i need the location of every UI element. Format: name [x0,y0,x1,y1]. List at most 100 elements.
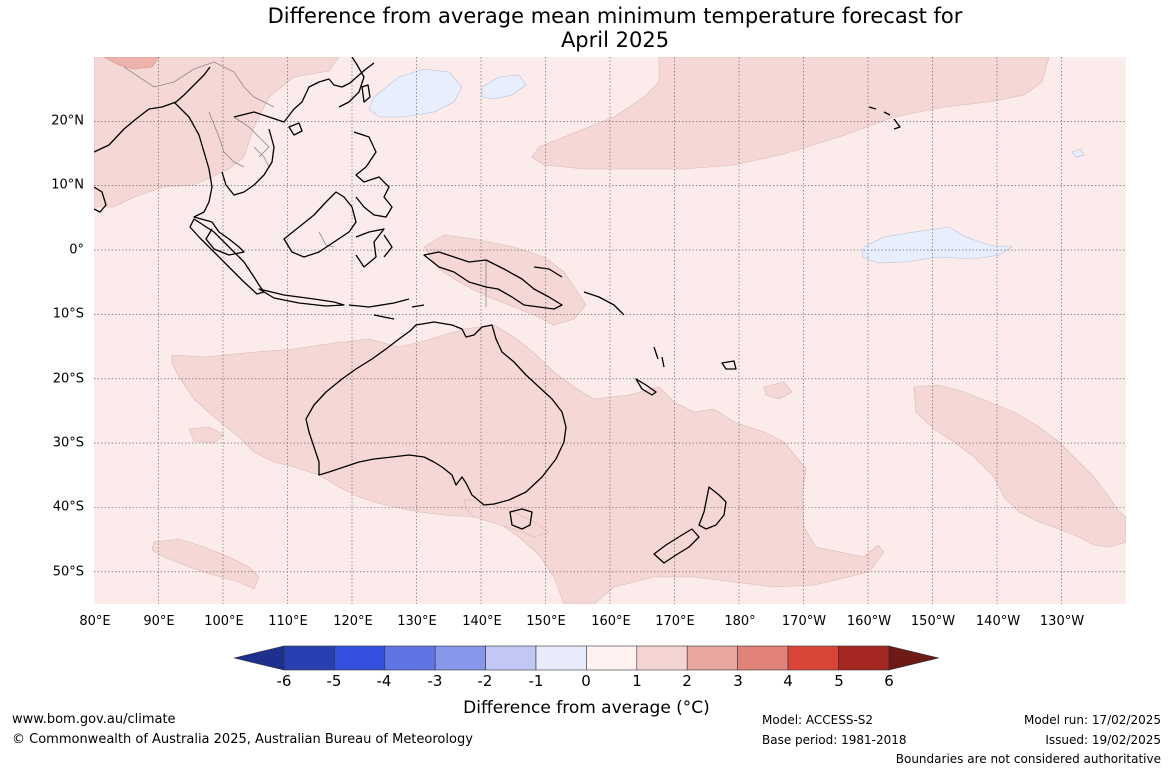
footer-base-period: Base period: 1981-2018 [762,733,907,747]
forecast-map [94,57,1126,604]
coast-australia [305,321,567,506]
coast-mainland-se-asia [173,101,245,256]
footer-disclaimer: Boundaries are not considered authoritat… [895,752,1161,766]
map-canvas [94,57,1126,604]
lon-label-140w: 140°W [975,614,1021,629]
lon-label-160w: 160°W [846,614,892,629]
anomaly-region-australia-south [463,498,550,538]
anomaly-region-south-indian [171,324,885,604]
coast-tasmania [509,508,533,530]
coast-vietnam-south [221,128,275,196]
coast-borneo [283,191,357,258]
colorbar-segment [283,645,335,671]
coast-java [258,288,345,307]
lon-label-130e: 130°E [397,614,437,629]
colorbar-tick-5: 5 [834,672,844,690]
anomaly-region-north-pacific [531,57,1050,170]
coast-new-guinea [423,251,563,310]
lon-label-160e: 160°E [591,614,631,629]
coast-taiwan [361,84,371,103]
anomaly-region-se-asia [94,57,340,208]
colorbar-tick-neg4: -4 [376,672,392,690]
anomaly-region-philippine-sea-cool [481,74,527,100]
lat-label-50s: 50°S [52,564,84,580]
lon-label-150w: 150°W [910,614,956,629]
anomaly-region-equatorial-pacific-cool [861,226,1013,264]
coast-lesser-sunda [348,298,425,320]
map-title: Difference from average mean minimum tem… [0,4,1173,52]
coast-sri-lanka [94,186,107,213]
anomaly-region-hawaii-cool [1071,148,1085,158]
colorbar-segment [485,645,537,671]
anomaly-region-south-china-sea-cool [368,68,463,118]
lat-label-20s: 20°S [52,371,84,387]
colorbar-segment [586,645,638,671]
colorbar-segment [384,645,436,671]
lon-label-130w: 130°W [1039,614,1085,629]
colorbar-tick-neg2: -2 [477,672,493,690]
map-border [94,57,1126,604]
lat-label-equator: 0° [69,242,84,258]
coast-philippines [353,131,393,218]
map-title-line1: Difference from average mean minimum tem… [267,4,963,28]
colorbar-tick-neg6: -6 [276,672,292,690]
coast-china-east [338,57,365,108]
footer-model-run: Model run: 17/02/2025 [1023,713,1161,727]
footer-website: www.bom.gov.au/climate [12,712,176,727]
footer-issued: Issued: 19/02/2025 [1045,733,1161,747]
coast-new-zealand-south [653,528,700,564]
lon-label-140e: 140°E [462,614,502,629]
lat-label-20n: 20°N [51,113,84,129]
coast-hainan [288,122,303,136]
lat-label-10s: 10°S [52,306,84,322]
lon-label-80e: 80°E [79,614,111,629]
coast-fiji [721,360,737,370]
colorbar [234,645,939,671]
anomaly-region-fiji [763,381,793,400]
coast-new-zealand-north [698,486,727,530]
coast-new-britain-solomons [533,266,625,316]
map-title-line2: April 2025 [560,28,670,52]
colorbar-extend-low [234,645,285,671]
colorbar-tick-neg1: -1 [528,672,544,690]
colorbar-extend-high [888,645,939,671]
colorbar-tick-0: 0 [581,672,591,690]
coast-hawaii [868,106,901,130]
coast-indochina [233,62,375,123]
colorbar-segment [636,645,688,671]
lon-label-170e: 170°E [655,614,695,629]
coast-vanuatu [653,346,665,368]
lat-label-10n: 10°N [51,177,84,193]
colorbar-segment [535,645,587,671]
colorbar-segment [434,645,486,671]
colorbar-label-text: Difference from average (°C) [463,698,710,718]
colorbar-segment [787,645,839,671]
anomaly-2-3-region [103,57,160,70]
anomaly-negative-regions [368,68,1085,264]
country-borders [123,61,487,307]
colorbar-segment [686,645,738,671]
lon-label-170w: 170°W [781,614,827,629]
footer-model: Model: ACCESS-S2 [762,713,874,727]
coast-india-bay-of-bengal [94,66,211,153]
lon-label-100e: 100°E [204,614,244,629]
anomaly-region-south-atlantic-strip [151,538,260,590]
coast-sumatra [189,218,265,295]
colorbar-label: Difference from average (°C) [0,698,1173,718]
lat-label-30s: 30°S [52,435,84,451]
lon-label-90e: 90°E [143,614,175,629]
footer-copyright: © Commonwealth of Australia 2025, Austra… [12,732,473,747]
colorbar-tick-2: 2 [682,672,692,690]
colorbar-segment [334,645,386,671]
lon-label-110e: 110°E [268,614,308,629]
colorbar-tick-3: 3 [733,672,743,690]
lon-label-120e: 120°E [333,614,373,629]
colorbar-tick-6: 6 [884,672,894,690]
lon-label-180: 180° [724,614,756,629]
colorbar-tick-1: 1 [632,672,642,690]
colorbar-segment [737,645,789,671]
map-graticule [94,57,1126,604]
anomaly-1-2-regions [94,57,1126,604]
coast-sulawesi [355,228,393,268]
colorbar-segment [838,645,890,671]
